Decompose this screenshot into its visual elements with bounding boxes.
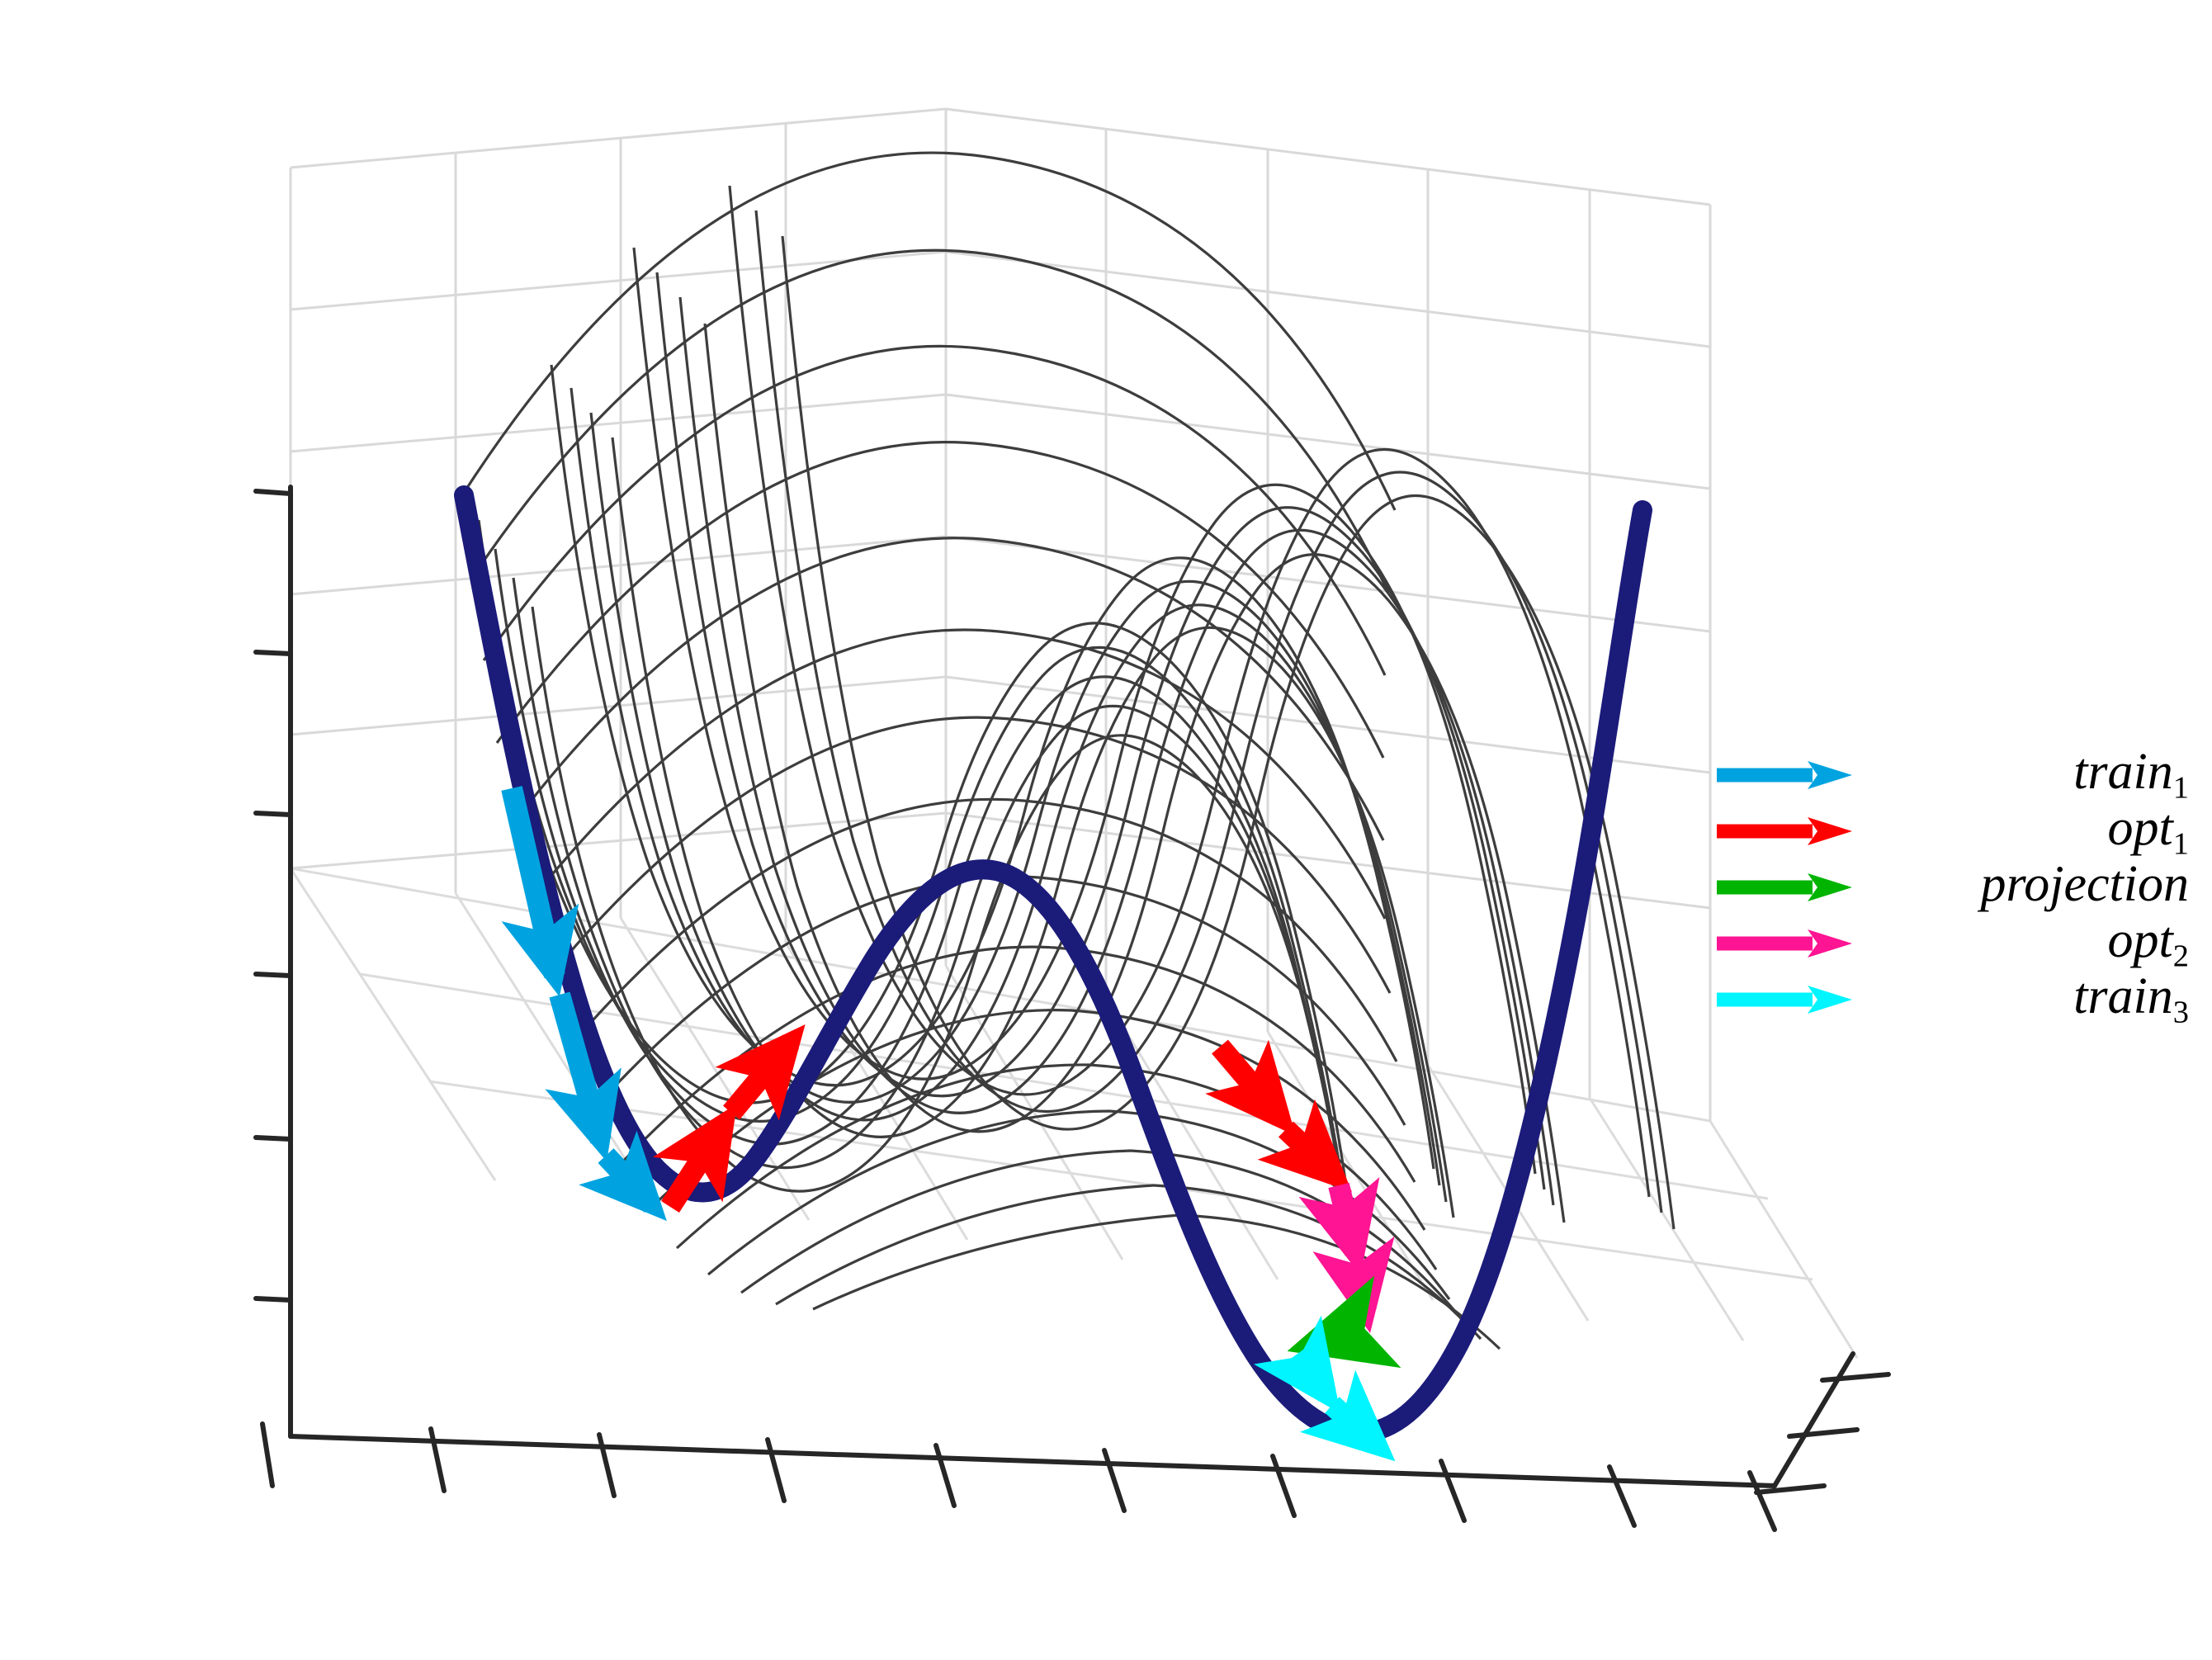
legend-item-opt-1[interactable]: opt1 xyxy=(1700,800,2195,862)
legend-label-train-1: train1 xyxy=(2073,744,2189,806)
arrow-right-icon xyxy=(1717,817,1852,845)
y-axis xyxy=(1772,1351,1855,1488)
legend-item-projection[interactable]: projection xyxy=(1700,856,2195,915)
legend-label-opt-2: opt2 xyxy=(2107,912,2189,974)
x-axis xyxy=(288,1434,1777,1488)
trajectory-projection xyxy=(1287,1275,1401,1369)
surface-mesh-v xyxy=(462,185,1676,1265)
legend-item-train-3[interactable]: train3 xyxy=(1700,968,2195,1030)
legend-label-train-3: train3 xyxy=(2073,968,2189,1030)
legend-label-opt-1: opt1 xyxy=(2107,800,2189,862)
legend-label-projection: projection xyxy=(1980,856,2189,913)
y-axis-ticks xyxy=(1754,1372,1891,1495)
arrow-right-icon xyxy=(1717,929,1852,958)
trajectory-opt-1-ascent xyxy=(652,1024,806,1213)
arrow-right-icon xyxy=(1717,873,1852,901)
x-axis-ticks xyxy=(260,1421,1777,1532)
trajectory-train-3 xyxy=(1254,1315,1396,1462)
legend: train1 opt1 projection opt2 xyxy=(1700,744,2195,1036)
legend-item-train-1[interactable]: train1 xyxy=(1700,744,2195,806)
z-axis-ticks xyxy=(253,489,293,1303)
axis-lines xyxy=(288,485,1855,1488)
arrow-right-icon xyxy=(1717,761,1852,789)
legend-item-opt-2[interactable]: opt2 xyxy=(1700,915,2195,972)
trajectory-opt-1-descent xyxy=(1205,1039,1352,1192)
arrow-right-icon xyxy=(1717,986,1852,1014)
trajectory-train-1 xyxy=(501,786,667,1222)
